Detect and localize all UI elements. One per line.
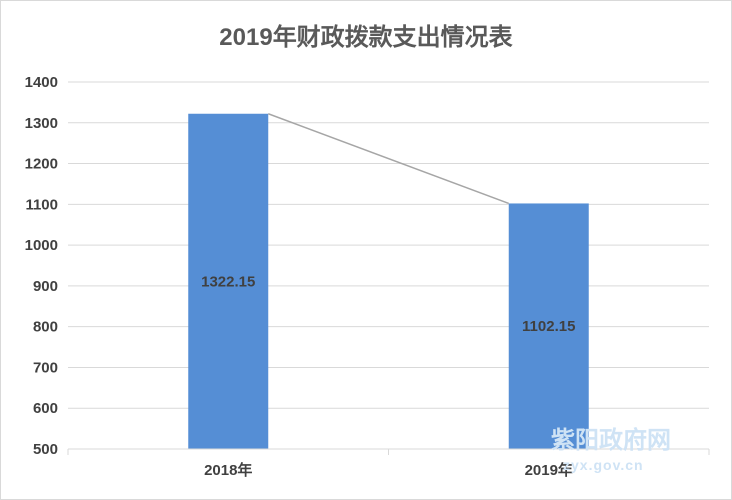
- gridlines: [68, 81, 709, 409]
- watermark-name: 紫阳政府网: [551, 426, 671, 454]
- x-axis: 2018年 2019年: [67, 448, 710, 479]
- y-tick-label: 800: [33, 319, 58, 336]
- x-category-label: 2018年: [204, 461, 252, 479]
- watermark: 紫阳政府网 zyx.gov.cn: [551, 426, 671, 473]
- data-label: 1322.15: [201, 273, 255, 290]
- y-tick-label: 700: [33, 359, 58, 376]
- y-tick-label: 1000: [25, 237, 58, 254]
- y-tick-label: 500: [33, 441, 58, 458]
- y-tick-label: 1300: [25, 115, 58, 132]
- watermark-url: zyx.gov.cn: [563, 457, 644, 473]
- data-labels: 1322.15 1102.15: [201, 273, 575, 335]
- y-axis-ticks: 500 600 700 800 900 1000 1100 1200 1300 1400: [25, 74, 58, 458]
- series-line: [267, 113, 510, 205]
- bar: [188, 113, 269, 450]
- y-tick-label: 1400: [25, 74, 58, 91]
- chart-title: 2019年财政拨款支出情况表: [219, 23, 513, 51]
- y-tick-label: 900: [33, 278, 58, 295]
- y-tick-label: 600: [33, 400, 58, 417]
- bars: [188, 113, 589, 450]
- y-tick-label: 1100: [25, 196, 58, 213]
- data-label: 1102.15: [522, 318, 575, 335]
- bar: [508, 203, 589, 449]
- series-connector: [267, 113, 510, 205]
- x-category-label: 2019年: [525, 461, 573, 479]
- y-tick-label: 1200: [25, 156, 58, 173]
